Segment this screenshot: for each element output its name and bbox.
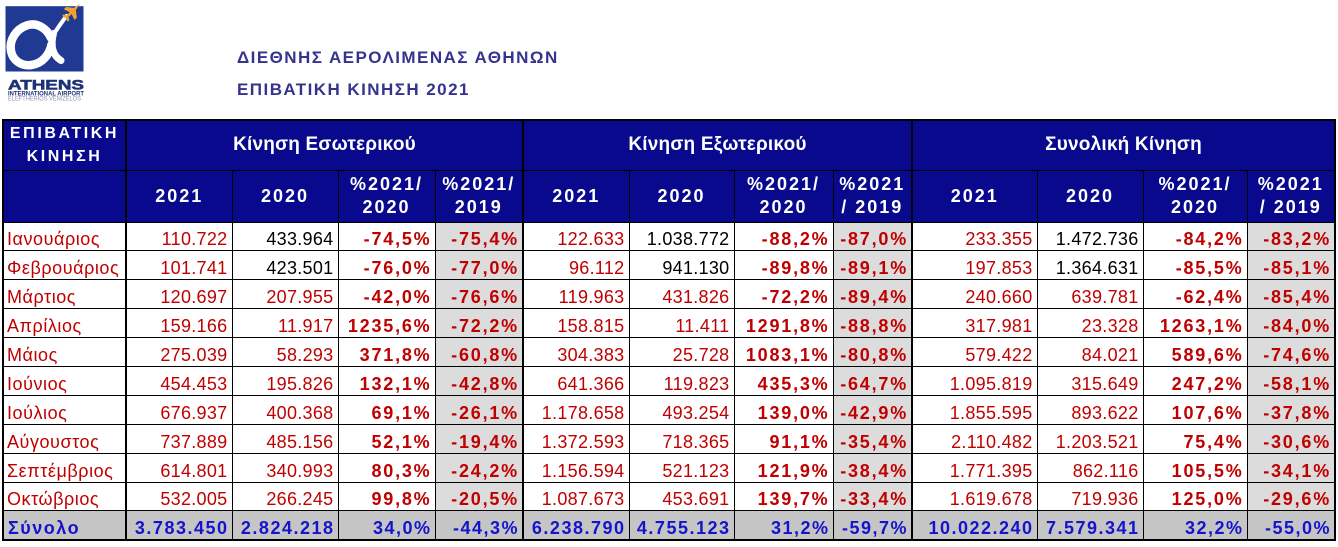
svg-text:ATHENS: ATHENS [8, 77, 84, 93]
svg-text:INTERNATIONAL AIRPORT: INTERNATIONAL AIRPORT [8, 92, 84, 98]
svg-text:ELEFTHERIOS VENIZELOS: ELEFTHERIOS VENIZELOS [8, 97, 81, 103]
